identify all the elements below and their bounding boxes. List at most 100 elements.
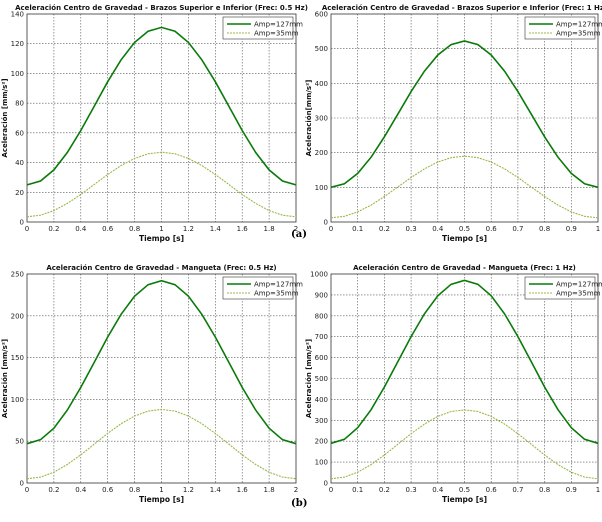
y-axis-label: Aceleración [mm/s²]	[1, 78, 9, 157]
y-tick-label: 200	[315, 438, 328, 446]
x-tick-label: 0.8	[129, 486, 140, 494]
y-axis-label: Aceleración [mm/s²]	[1, 339, 9, 418]
y-tick-label: 700	[315, 333, 328, 341]
y-tick-label: 100	[315, 184, 328, 192]
y-tick-label: 500	[315, 375, 328, 383]
x-tick-label: 0	[25, 225, 29, 233]
series-line-amp35	[330, 409, 599, 480]
x-tick-label: 0.1	[352, 225, 363, 233]
x-tick-label: 0.9	[566, 225, 577, 233]
x-tick-label: 0.3	[406, 486, 417, 494]
legend-label: Amp=127mm	[254, 21, 303, 29]
y-tick-label: 100	[11, 396, 24, 404]
y-tick-label: 900	[315, 291, 328, 299]
y-tick-label: 200	[315, 149, 328, 157]
y-tick-label: 300	[315, 115, 328, 123]
x-tick-label: 0.1	[352, 486, 363, 494]
y-tick-label: 150	[11, 354, 24, 362]
y-axis-label: Aceleración[mm/s²]	[305, 80, 313, 157]
y-tick-label: 300	[315, 417, 328, 425]
series-line-amp35	[26, 408, 297, 480]
legend-label: Amp=35mm	[556, 30, 601, 38]
chart-1: 0 0.2 0.4 0.6 0.8 1 1.2 1.4 1.6 1.8 20204060801001…	[1, 4, 308, 243]
x-tick-label: 0.8	[129, 225, 140, 233]
x-axis-label: Tiempo [s]	[139, 495, 184, 504]
x-axis-label: Tiempo [s]	[442, 495, 487, 504]
legend-label: Amp=35mm	[556, 290, 601, 298]
axes-frame	[330, 13, 599, 223]
x-tick-label: 0.7	[512, 225, 523, 233]
x-tick-label: 1	[596, 225, 600, 233]
x-tick-label: 1.8	[264, 225, 275, 233]
x-tick-label: 1.2	[183, 486, 194, 494]
chart-title: Aceleración Centro de Gravedad - Manguet…	[353, 264, 576, 272]
y-tick-label: 40	[15, 159, 24, 167]
y-tick-label: 0	[324, 480, 328, 488]
x-tick-label: 0.2	[48, 225, 59, 233]
series-line-amp127	[330, 279, 599, 445]
x-tick-label: 0.4	[75, 486, 87, 494]
x-tick-label: 0.4	[432, 486, 444, 494]
y-tick-label: 20	[15, 189, 24, 197]
x-tick-label: 0.9	[566, 486, 577, 494]
y-tick-label: 100	[11, 70, 24, 78]
y-tick-label: 500	[315, 45, 328, 53]
x-tick-label: 1.4	[210, 486, 222, 494]
legend-label: Amp=35mm	[254, 290, 299, 298]
x-tick-label: 0.8	[539, 225, 550, 233]
y-tick-label: 0	[324, 219, 328, 227]
y-tick-label: 0	[20, 219, 24, 227]
x-tick-label: 0.7	[512, 486, 523, 494]
y-tick-label: 250	[11, 271, 24, 279]
y-axis-label: Aceleración [mm/s²]	[305, 339, 313, 418]
y-tick-label: 600	[315, 354, 328, 362]
legend-label: Amp=127mm	[556, 281, 602, 289]
x-tick-label: 0	[25, 486, 29, 494]
x-tick-label: 1.6	[237, 225, 249, 233]
x-tick-label: 0	[329, 486, 333, 494]
x-tick-label: 0.3	[406, 225, 417, 233]
chart-title: Aceleración Centro de Gravedad - Brazos …	[15, 4, 308, 12]
y-tick-label: 0	[20, 480, 24, 488]
y-tick-label: 800	[315, 312, 328, 320]
x-tick-label: 1	[159, 225, 163, 233]
y-tick-label: 140	[11, 11, 24, 19]
chart-title: Aceleración Centro de Gravedad - Manguet…	[46, 264, 276, 272]
y-tick-label: 100	[315, 459, 328, 467]
x-tick-label: 0.4	[75, 225, 87, 233]
axes-frame	[330, 273, 599, 484]
y-tick-label: 50	[15, 438, 24, 446]
legend-label: Amp=35mm	[254, 30, 299, 38]
y-tick-label: 1000	[310, 271, 328, 279]
axes-frame	[26, 13, 297, 223]
x-tick-label: 0.2	[379, 486, 390, 494]
x-tick-label: 2	[294, 225, 298, 233]
y-tick-label: 400	[315, 396, 328, 404]
x-tick-label: 0.5	[459, 225, 470, 233]
x-tick-label: 0.6	[102, 225, 114, 233]
y-tick-label: 600	[315, 11, 328, 19]
chart-title: Aceleración Centro de Gravedad - Brazos …	[322, 4, 602, 12]
x-tick-label: 0.2	[48, 486, 59, 494]
x-tick-label: 0.2	[379, 225, 390, 233]
x-tick-label: 1.4	[210, 225, 222, 233]
series-line-amp127	[26, 279, 297, 445]
chart-4: 0 0.1 0.2 0.3 0.4 0.5 0.6 0.7 0.8 0.9 1 0 100 200 300 4…	[305, 264, 602, 504]
x-tick-label: 1.8	[264, 486, 275, 494]
x-axis-label: Tiempo [s]	[139, 234, 184, 243]
y-tick-label: 200	[11, 312, 24, 320]
x-tick-label: 1	[596, 486, 600, 494]
x-tick-label: 0.6	[486, 225, 498, 233]
y-tick-label: 80	[15, 100, 24, 108]
x-tick-label: 0.5	[459, 486, 470, 494]
y-tick-label: 400	[315, 80, 328, 88]
chart-3: 0 0.2 0.4 0.6 0.8 1 1.2 1.4 1.6 1.8 2 0 50 100 150 200 2…	[1, 264, 303, 504]
series-line-amp127	[26, 26, 297, 186]
panel-label-b: (b)	[291, 498, 308, 509]
x-tick-label: 2	[294, 486, 298, 494]
series-line-amp35	[26, 151, 297, 218]
panel-label-a: (a)	[291, 229, 307, 240]
x-tick-label: 1	[159, 486, 163, 494]
x-tick-label: 0.4	[432, 225, 444, 233]
